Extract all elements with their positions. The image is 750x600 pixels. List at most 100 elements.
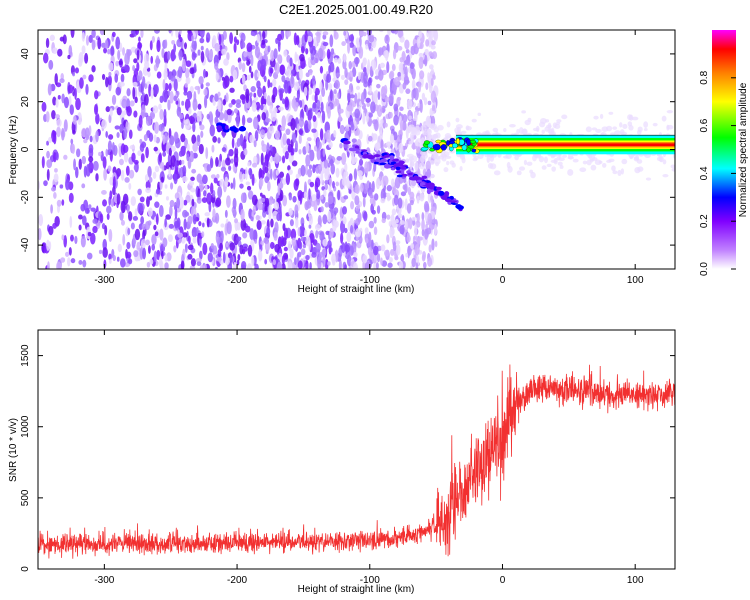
heatmap-cell [410,45,416,56]
heatmap-cell [170,75,176,82]
heatmap-cell [286,30,292,37]
heatmap-cell [59,78,65,84]
heatmap-cell [362,196,366,208]
heatmap-cell [413,117,418,121]
heatmap-cell [397,30,403,38]
heatmap-cell [567,169,574,176]
heatmap-cell [145,116,152,127]
heatmap-cell [430,77,434,87]
heatmap-cell [173,43,177,54]
heatmap-cell [175,30,179,38]
heatmap-cell [173,245,177,253]
heatmap-cell [269,195,273,206]
heatmap-cell [233,261,237,269]
heatmap-cell [147,220,152,226]
heatmap-cell [317,47,324,60]
heatmap-cell [151,243,156,251]
heatmap-cell [177,66,183,79]
heatmap-cell [349,245,354,256]
heatmap-cell [190,176,195,182]
heatmap-cell [69,215,73,228]
heatmap-cell [553,158,558,165]
heatmap-cell [608,158,615,163]
heatmap-cell [367,187,373,197]
heatmap-cell [95,113,100,125]
heatmap-cell [662,173,669,178]
heatmap-cell [197,85,201,95]
heatmap-cell [230,182,234,189]
heatmap-cell [251,162,258,168]
heatmap-cell [295,63,299,73]
heatmap-cell [421,182,426,186]
heatmap-cell [191,232,196,237]
heatmap-cell [662,159,667,165]
heatmap-cell [103,168,108,181]
heatmap-cell [205,146,209,160]
heatmap-cell [192,98,198,111]
heatmap-cell [324,201,329,208]
heatmap-cell [162,78,166,91]
heatmap-cell [329,227,334,239]
heatmap-cell [90,207,96,212]
heatmap-cell [118,60,123,66]
heatmap-cell [188,180,195,186]
heatmap-cell [239,183,244,189]
heatmap-cell [362,183,368,195]
heatmap-cell [168,147,172,156]
heatmap-cell [377,91,381,100]
heatmap-cell [316,32,321,44]
heatmap-cell [191,134,197,145]
heatmap-cell [239,244,244,255]
heatmap-cell [83,138,88,144]
heatmap-cell [85,35,90,46]
heatmap-cell [154,165,160,173]
heatmap-cell [373,161,379,165]
heatmap-cell [119,42,123,53]
heatmap-cell [52,96,57,106]
heatmap-cell [174,160,178,169]
heatmap-cell [416,179,423,183]
snr-y-axis-label: SNR (10 * v/v) [8,418,19,482]
heatmap-cell [197,134,201,143]
heatmap-cell [320,195,324,200]
heatmap-cell [423,261,427,269]
heatmap-cell [333,67,337,79]
heatmap-cell [237,253,241,261]
heatmap-cell [351,138,357,144]
heatmap-cell [278,88,285,94]
heatmap-y-tick-label: 0 [20,146,31,152]
heatmap-cell [317,214,322,226]
heatmap-cell [344,264,347,269]
heatmap-cell [666,110,673,114]
heatmap-cell [171,53,177,61]
heatmap-cell [392,241,397,252]
heatmap-cell [329,89,333,102]
heatmap-cell [142,230,146,241]
heatmap-cell [355,56,359,68]
heatmap-cell [199,37,205,44]
heatmap-cell [344,67,348,79]
heatmap-cell [212,245,218,256]
heatmap-cell [385,141,392,147]
heatmap-cell [322,148,326,158]
heatmap-cell [102,199,108,207]
heatmap-cell [215,156,219,167]
heatmap-cell [102,156,107,169]
heatmap-cell [341,242,346,253]
heatmap-cell [230,158,234,164]
heatmap-cell [372,245,379,256]
heatmap-cell [339,124,345,135]
heatmap-cell [136,241,141,252]
heatmap-cell [245,181,251,186]
heatmap-cell [335,98,340,106]
heatmap-cell [353,251,358,258]
heatmap-cell [184,82,189,88]
heatmap-cell [308,164,313,170]
heatmap-cell [358,45,364,59]
heatmap-cell [98,151,102,157]
heatmap-cell [460,130,467,134]
heatmap-cell [393,131,398,141]
heatmap-cell [212,208,216,220]
heatmap-cell [192,122,196,133]
heatmap-cell [203,68,207,79]
